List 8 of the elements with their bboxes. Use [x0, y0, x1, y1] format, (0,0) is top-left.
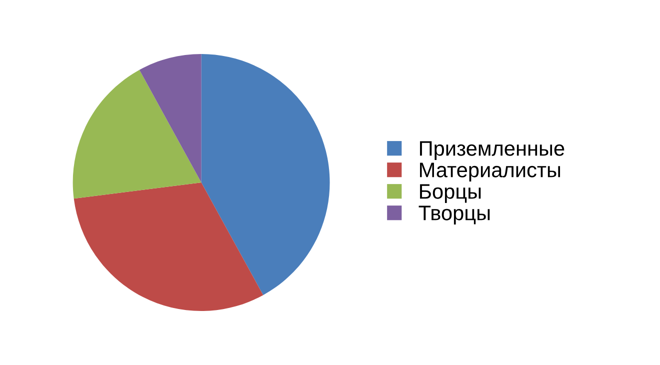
legend-label: Творцы: [418, 206, 490, 224]
legend-label: Приземленные: [420, 141, 564, 160]
legend-label: Борцы: [420, 184, 481, 203]
pie-slice: [201, 54, 330, 296]
legend-label: Материалисты: [420, 162, 560, 182]
pie-slice: [139, 54, 202, 182]
pie-slice: [74, 182, 264, 311]
pie-slice: [72, 70, 202, 199]
